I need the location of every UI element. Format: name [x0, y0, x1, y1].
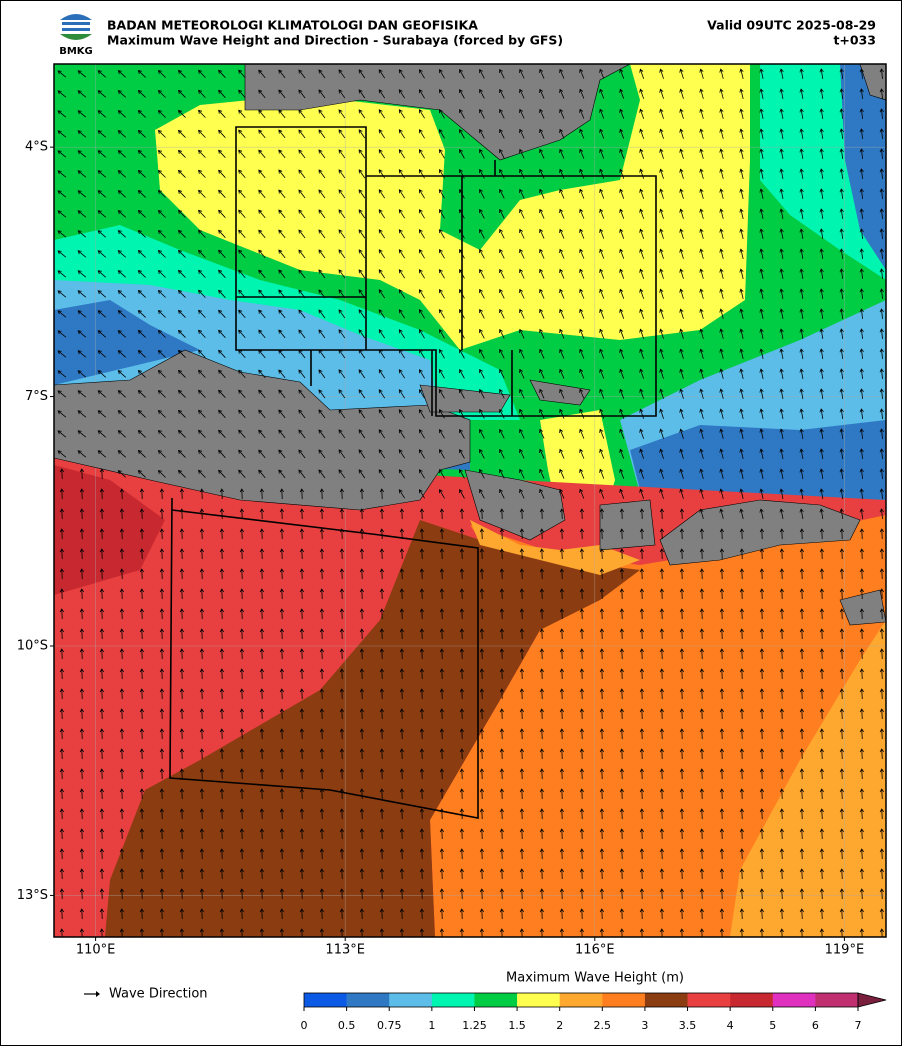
colorbar-segment	[687, 993, 731, 1007]
y-tick-label: 4°S	[25, 140, 48, 155]
colorbar-tick-label: 1.5	[508, 1019, 526, 1032]
sea-yellow	[155, 64, 750, 350]
colorbar-tick-label: 3	[641, 1019, 648, 1032]
colorbar-tick-label: 6	[812, 1019, 819, 1032]
colorbar-tick-label: 0.75	[377, 1019, 402, 1032]
colorbar-tick-label: 5	[769, 1019, 776, 1032]
lead-time: t+033	[833, 33, 876, 48]
colorbar-tick-label: 2.5	[594, 1019, 612, 1032]
x-tick-label: 116°E	[575, 943, 615, 958]
colorbar-tick-label: 1.25	[462, 1019, 487, 1032]
agency: BADAN METEOROLOGI KLIMATOLOGI DAN GEOFIS…	[107, 18, 478, 33]
title: Maximum Wave Height and Direction - Sura…	[107, 33, 563, 48]
sea-brown	[105, 520, 640, 937]
x-tick-label: 119°E	[825, 943, 865, 958]
y-tick-label: 7°S	[25, 389, 48, 404]
land	[839, 589, 886, 626]
legend-arrow-head	[96, 991, 100, 997]
colorbar-segment	[602, 993, 646, 1007]
sea-blue	[54, 300, 200, 385]
colorbar-tick-label: 0	[301, 1019, 308, 1032]
y-tick-label: 13°S	[17, 888, 48, 903]
colorbar-tick-label: 0.5	[338, 1019, 356, 1032]
sea-blue	[840, 64, 886, 270]
map-border	[53, 63, 887, 938]
map	[54, 64, 886, 937]
wave-arrows	[57, 68, 885, 937]
colorbar-segment	[644, 993, 688, 1007]
y-tick-label: 10°S	[17, 639, 48, 654]
sea-darkred	[54, 465, 165, 595]
zone-boundary	[169, 497, 479, 819]
valid-time: Valid 09UTC 2025-08-29	[707, 18, 876, 33]
land	[419, 384, 511, 413]
colorbar-tick-label: 2	[556, 1019, 563, 1032]
colorbar-tick-label: 3.5	[679, 1019, 697, 1032]
land	[599, 499, 656, 551]
colorbar-segment	[772, 993, 816, 1007]
zone-boundary	[235, 126, 657, 417]
colorbar-tick-label: 7	[855, 1019, 862, 1032]
land	[244, 64, 631, 161]
colorbar-segment	[815, 993, 859, 1007]
logo-text: BMKG	[59, 46, 93, 57]
colorbar-segment	[431, 993, 475, 1007]
x-tick-label: 110°E	[76, 943, 116, 958]
logo: BMKG	[59, 14, 93, 57]
land	[859, 64, 886, 101]
colorbar-tick-label: 1	[428, 1019, 435, 1032]
colorbar-tick-label: 4	[727, 1019, 734, 1032]
colorbar-segment	[346, 993, 390, 1007]
colorbar-segment	[389, 993, 433, 1007]
sea-lightorange	[470, 520, 640, 575]
colorbar-segment	[474, 993, 518, 1007]
colorbar-label: Maximum Wave Height (m)	[506, 971, 684, 986]
colorbar-segment	[517, 993, 560, 1007]
colorbar-border	[303, 992, 859, 1008]
land	[659, 499, 861, 566]
land	[464, 469, 566, 541]
x-tick-label: 113°E	[325, 943, 365, 958]
legend-label: Wave Direction	[109, 987, 208, 1002]
colorbar-segment	[559, 993, 603, 1007]
colorbar-segment	[730, 993, 774, 1007]
colorbar-segment	[304, 993, 347, 1007]
sea-lightorange	[730, 620, 886, 937]
